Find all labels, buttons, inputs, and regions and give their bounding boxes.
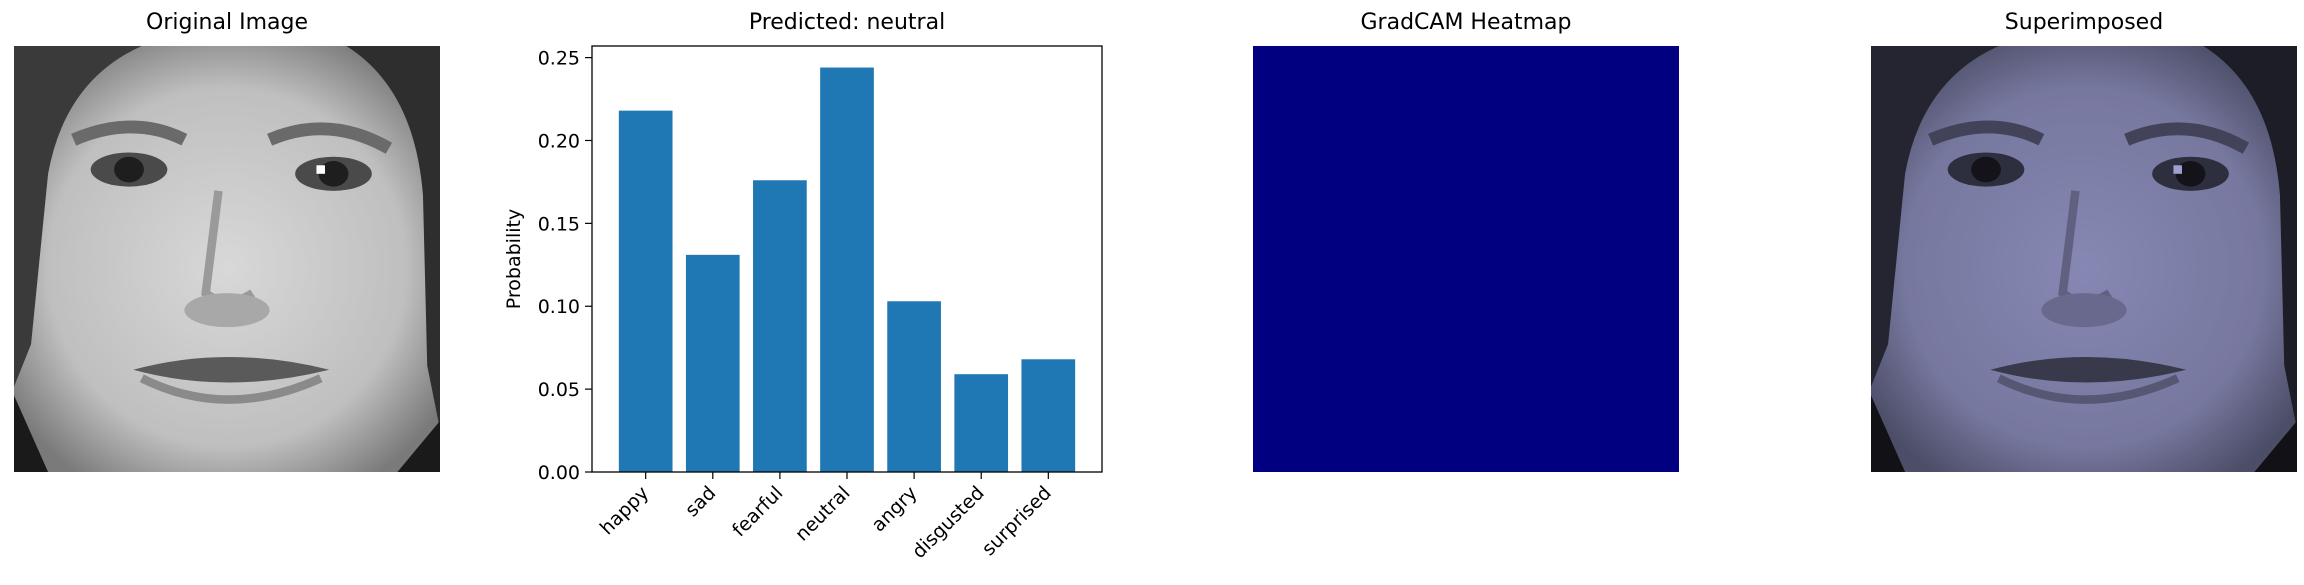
heatmap-overlay-tint xyxy=(1871,46,2297,472)
bar-happy xyxy=(618,110,673,473)
original-image-title: Original Image xyxy=(146,10,308,35)
y-tick-label: 0.20 xyxy=(538,130,580,152)
bar-angry xyxy=(887,301,941,472)
original-face-image xyxy=(14,46,440,472)
x-tick-label-disgusted: disgusted xyxy=(908,482,989,563)
chart-title: Predicted: neutral xyxy=(748,10,946,35)
bar-disgusted xyxy=(954,374,1009,472)
probability-bar-chart: happy sad fearful neutral angrydisgustedsurp… xyxy=(503,45,1103,563)
x-tick-label-angry: angry xyxy=(867,482,921,536)
bar-sad xyxy=(685,254,740,472)
x-tick-label-fearful: fearful xyxy=(728,482,787,541)
x-tick-label-sad: sad xyxy=(681,482,720,521)
y-tick-label: 0.15 xyxy=(538,213,580,235)
superimposed-title: Superimposed xyxy=(2004,10,2164,35)
x-tick-label-happy: happy xyxy=(596,482,653,539)
x-tick-label-surprised: surprised xyxy=(978,482,1056,560)
bar-neutral xyxy=(820,67,874,472)
y-axis-label: Probability xyxy=(503,209,525,309)
x-tick-label-neutral: neutral xyxy=(791,482,855,546)
y-tick-label: 0.10 xyxy=(538,296,580,318)
superimposed-image xyxy=(1871,46,2297,472)
y-tick-label: 0.00 xyxy=(538,462,580,484)
heatmap-title: GradCAM Heatmap xyxy=(1360,10,1572,35)
gradcam-heatmap xyxy=(1253,46,1679,472)
bar-fearful xyxy=(753,180,807,472)
bar-surprised xyxy=(1021,359,1076,472)
y-tick-label: 0.05 xyxy=(538,379,580,401)
y-tick-label: 0.25 xyxy=(538,48,580,70)
plot-frame xyxy=(591,45,1103,473)
